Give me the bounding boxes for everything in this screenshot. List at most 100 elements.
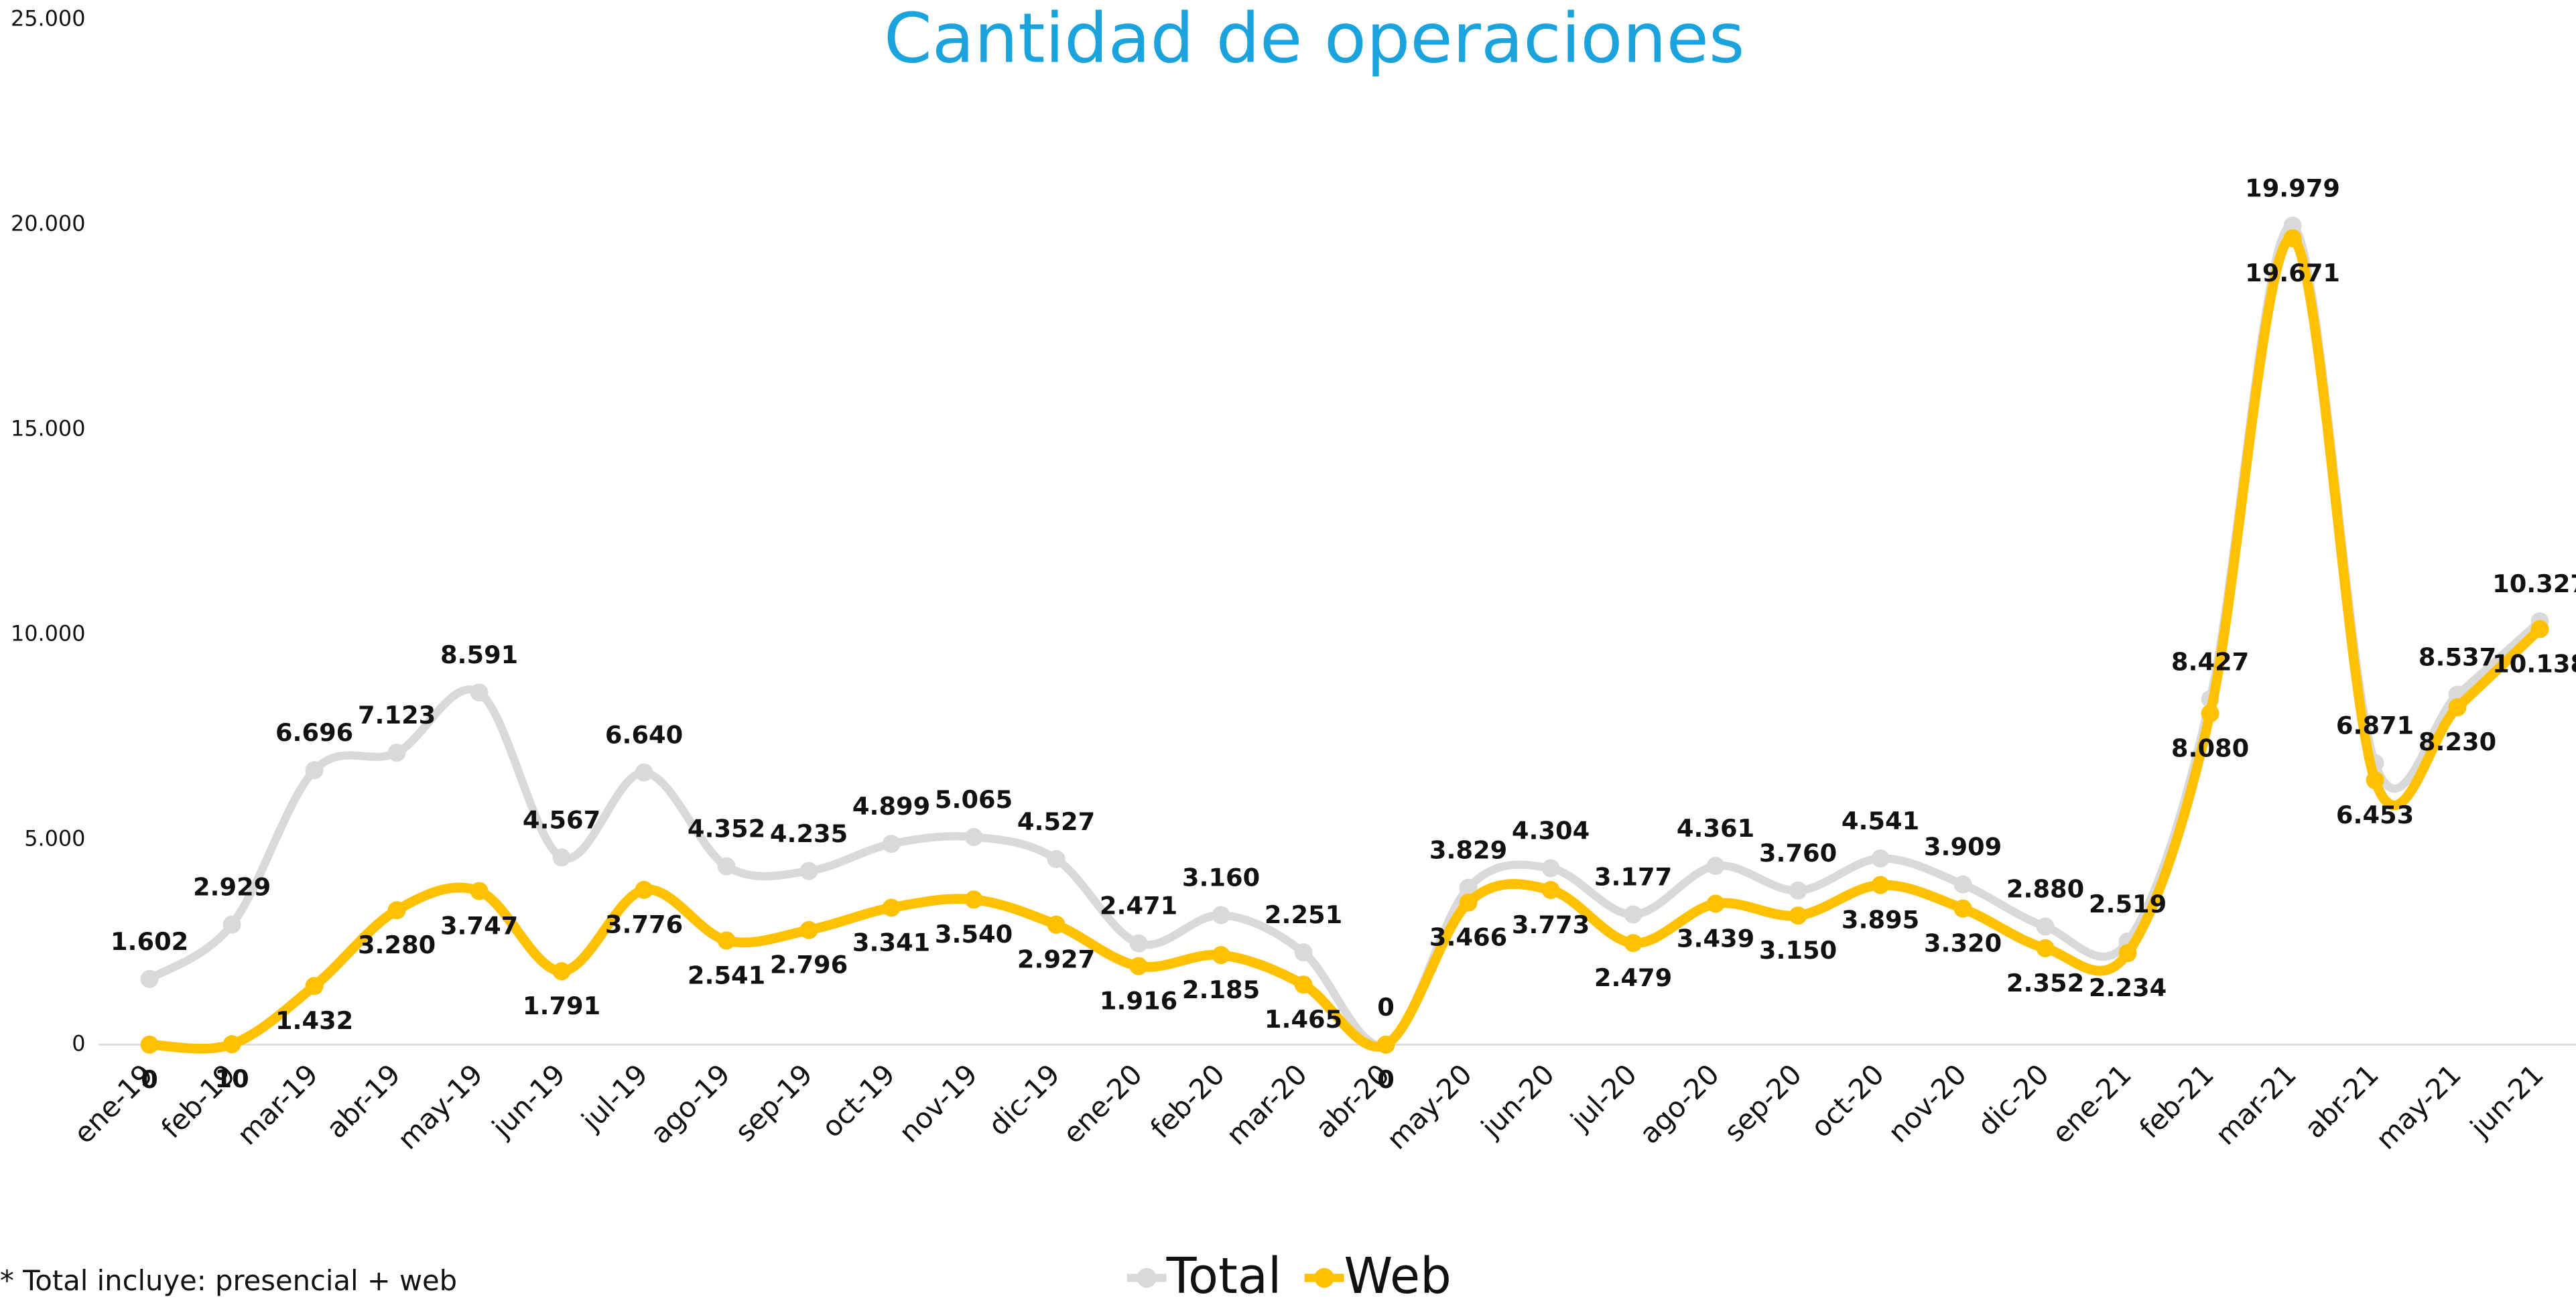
data-label: 2.519 [2089, 890, 2167, 918]
x-tick-label: jun-20 [1474, 1058, 1561, 1144]
data-point [799, 920, 818, 939]
data-label: 8.537 [2419, 643, 2496, 672]
data-point [2283, 216, 2302, 235]
footnote: * Total incluye: presencial + web [0, 1264, 457, 1297]
data-label: 8.230 [2419, 728, 2496, 756]
data-label: 4.527 [1017, 807, 1095, 836]
chart-title: Cantidad de operaciones [884, 0, 1745, 78]
x-tick-label: feb-21 [2133, 1058, 2220, 1145]
data-label: 7.123 [358, 701, 436, 730]
data-label: 3.320 [1924, 929, 2002, 958]
x-tick-label: jul-20 [1563, 1058, 1643, 1138]
data-label: 3.177 [1594, 863, 1672, 892]
x-tick-label: nov-20 [1882, 1058, 1973, 1149]
data-label: 4.352 [688, 815, 765, 843]
data-label: 3.341 [852, 928, 930, 957]
data-label: 2.185 [1182, 975, 1260, 1004]
data-label: 6.453 [2336, 801, 2414, 829]
data-label: 3.829 [1429, 836, 1507, 865]
x-tick-label: mar-20 [1220, 1058, 1313, 1152]
data-label: 2.234 [2089, 973, 2167, 1002]
data-label: 3.895 [1842, 905, 1919, 934]
data-label: 2.541 [688, 961, 765, 989]
x-tick-label: mar-21 [2209, 1058, 2303, 1152]
data-point [1294, 975, 1313, 994]
data-label: 5.065 [935, 785, 1013, 814]
data-point [1541, 859, 1560, 878]
data-point [1459, 878, 1478, 897]
data-point [1706, 894, 1725, 913]
data-label: 3.540 [935, 920, 1013, 949]
data-label: 3.909 [1924, 833, 2002, 862]
x-tick-label: sep-19 [728, 1058, 819, 1148]
data-point [635, 880, 653, 899]
data-point [2448, 698, 2467, 717]
data-point [305, 761, 324, 780]
data-point [1624, 905, 1643, 924]
data-label: 3.466 [1429, 923, 1507, 952]
data-label: 8.591 [440, 640, 518, 669]
data-point [2036, 917, 2055, 936]
data-label: 4.361 [1677, 814, 1754, 843]
x-tick-label: may-19 [391, 1058, 489, 1156]
data-label: 4.235 [770, 819, 848, 848]
data-point [1706, 857, 1725, 876]
data-point [1624, 934, 1643, 953]
data-point [222, 915, 241, 934]
data-label: 2.880 [2006, 875, 2084, 904]
data-point [964, 890, 983, 909]
data-label: 1.791 [523, 991, 600, 1020]
data-point [1871, 876, 1890, 894]
data-label: 19.979 [2245, 174, 2340, 202]
x-tick-label: may-20 [1380, 1058, 1478, 1156]
data-point [1376, 1035, 1395, 1054]
data-label: 1.602 [111, 927, 188, 956]
data-point [1541, 881, 1560, 899]
data-label: 6.696 [275, 718, 353, 747]
x-tick-label: oct-20 [1804, 1058, 1890, 1144]
legend-marker [1314, 1268, 1334, 1288]
data-point [552, 848, 571, 867]
data-point [2036, 939, 2055, 957]
data-point [140, 1035, 159, 1054]
data-label: 4.541 [1842, 807, 1919, 835]
data-label: 19.671 [2245, 259, 2340, 287]
data-label: 10.327 [2492, 569, 2576, 598]
x-tick-label: nov-19 [893, 1058, 984, 1149]
data-point [2283, 229, 2302, 248]
data-label: 3.150 [1759, 936, 1837, 965]
data-label: 3.773 [1512, 910, 1590, 939]
y-tick-label: 15.000 [11, 416, 85, 441]
data-point [222, 1035, 241, 1054]
data-point [882, 835, 901, 853]
x-tick-label: dic-19 [982, 1058, 1066, 1142]
data-label: 8.080 [2171, 734, 2249, 762]
data-label: 3.747 [440, 912, 518, 941]
data-point [1789, 906, 1807, 925]
data-point [552, 962, 571, 981]
data-point [387, 744, 406, 762]
data-label: 0 [1377, 1065, 1395, 1094]
data-point [305, 977, 324, 996]
data-label: 1.465 [1265, 1005, 1342, 1034]
x-tick-label: jul-19 [574, 1058, 654, 1138]
x-tick-label: oct-19 [815, 1058, 901, 1144]
data-label: 10 [215, 1065, 249, 1093]
data-label: 2.352 [2006, 969, 2084, 998]
data-point [717, 931, 736, 950]
legend-label: Web [1344, 1248, 1451, 1301]
data-point [1129, 957, 1148, 975]
data-point [387, 901, 406, 920]
y-tick-label: 5.000 [24, 825, 85, 851]
data-point [1212, 906, 1230, 925]
x-tick-label: jun-21 [2463, 1058, 2550, 1144]
data-label: 8.427 [2171, 647, 2249, 676]
data-label: 3.439 [1677, 924, 1754, 953]
data-label: 4.899 [852, 792, 930, 821]
legend-label: Total [1166, 1248, 1282, 1301]
y-tick-label: 0 [72, 1030, 85, 1056]
data-point [1294, 943, 1313, 962]
data-point [2118, 944, 2137, 963]
